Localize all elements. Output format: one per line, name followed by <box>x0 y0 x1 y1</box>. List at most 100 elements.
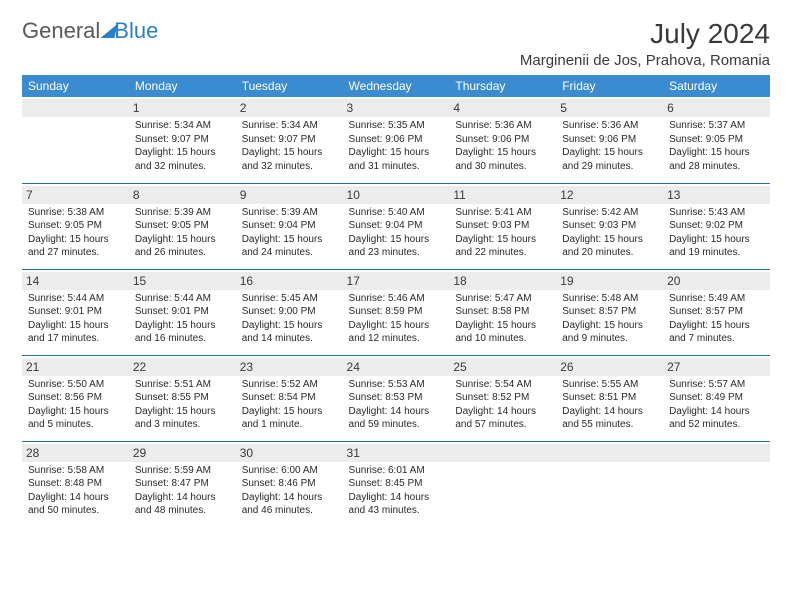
day-header: Friday <box>556 75 663 97</box>
sunset-text: Sunset: 8:49 PM <box>669 391 764 405</box>
calendar-day-cell: 14Sunrise: 5:44 AMSunset: 9:01 PMDayligh… <box>22 269 129 355</box>
header: General Blue July 2024 Marginenii de Jos… <box>22 18 770 69</box>
daylight-text: Daylight: 14 hours and 46 minutes. <box>242 491 337 518</box>
sunrise-text: Sunrise: 5:45 AM <box>242 292 337 306</box>
sunrise-text: Sunrise: 6:00 AM <box>242 464 337 478</box>
daylight-text: Daylight: 14 hours and 50 minutes. <box>28 491 123 518</box>
day-number: 16 <box>236 272 343 290</box>
calendar-day-cell: 15Sunrise: 5:44 AMSunset: 9:01 PMDayligh… <box>129 269 236 355</box>
day-number: 22 <box>129 358 236 376</box>
sunset-text: Sunset: 8:45 PM <box>349 477 444 491</box>
sunrise-text: Sunrise: 5:57 AM <box>669 378 764 392</box>
day-number: 25 <box>449 358 556 376</box>
calendar-day-cell: 2Sunrise: 5:34 AMSunset: 9:07 PMDaylight… <box>236 97 343 183</box>
logo: General Blue <box>22 18 158 44</box>
day-number: 9 <box>236 186 343 204</box>
daylight-text: Daylight: 14 hours and 43 minutes. <box>349 491 444 518</box>
sunrise-text: Sunrise: 5:34 AM <box>135 119 230 133</box>
logo-text-1: General <box>22 18 100 44</box>
daylight-text: Daylight: 15 hours and 9 minutes. <box>562 319 657 346</box>
sunrise-text: Sunrise: 5:44 AM <box>28 292 123 306</box>
sunrise-text: Sunrise: 5:42 AM <box>562 206 657 220</box>
daylight-text: Daylight: 15 hours and 24 minutes. <box>242 233 337 260</box>
calendar-day-cell <box>663 441 770 527</box>
sunset-text: Sunset: 8:46 PM <box>242 477 337 491</box>
day-number: 20 <box>663 272 770 290</box>
sunrise-text: Sunrise: 5:36 AM <box>455 119 550 133</box>
daylight-text: Daylight: 15 hours and 10 minutes. <box>455 319 550 346</box>
day-header-row: Sunday Monday Tuesday Wednesday Thursday… <box>22 75 770 97</box>
day-number: 2 <box>236 99 343 117</box>
logo-text-2: Blue <box>114 18 158 44</box>
sunset-text: Sunset: 8:54 PM <box>242 391 337 405</box>
daylight-text: Daylight: 15 hours and 26 minutes. <box>135 233 230 260</box>
day-number: 18 <box>449 272 556 290</box>
calendar-day-cell: 25Sunrise: 5:54 AMSunset: 8:52 PMDayligh… <box>449 355 556 441</box>
sunrise-text: Sunrise: 6:01 AM <box>349 464 444 478</box>
calendar-day-cell: 1Sunrise: 5:34 AMSunset: 9:07 PMDaylight… <box>129 97 236 183</box>
daylight-text: Daylight: 15 hours and 27 minutes. <box>28 233 123 260</box>
day-number: 11 <box>449 186 556 204</box>
calendar-day-cell: 6Sunrise: 5:37 AMSunset: 9:05 PMDaylight… <box>663 97 770 183</box>
daylight-text: Daylight: 15 hours and 3 minutes. <box>135 405 230 432</box>
sunset-text: Sunset: 8:48 PM <box>28 477 123 491</box>
sunset-text: Sunset: 8:55 PM <box>135 391 230 405</box>
calendar-day-cell: 5Sunrise: 5:36 AMSunset: 9:06 PMDaylight… <box>556 97 663 183</box>
calendar-day-cell: 24Sunrise: 5:53 AMSunset: 8:53 PMDayligh… <box>343 355 450 441</box>
day-number: 26 <box>556 358 663 376</box>
sunrise-text: Sunrise: 5:40 AM <box>349 206 444 220</box>
sunset-text: Sunset: 8:56 PM <box>28 391 123 405</box>
calendar-day-cell: 26Sunrise: 5:55 AMSunset: 8:51 PMDayligh… <box>556 355 663 441</box>
sunrise-text: Sunrise: 5:43 AM <box>669 206 764 220</box>
daylight-text: Daylight: 15 hours and 7 minutes. <box>669 319 764 346</box>
calendar-day-cell: 29Sunrise: 5:59 AMSunset: 8:47 PMDayligh… <box>129 441 236 527</box>
calendar-day-cell: 11Sunrise: 5:41 AMSunset: 9:03 PMDayligh… <box>449 183 556 269</box>
day-number: 8 <box>129 186 236 204</box>
sunrise-text: Sunrise: 5:51 AM <box>135 378 230 392</box>
sunrise-text: Sunrise: 5:58 AM <box>28 464 123 478</box>
daylight-text: Daylight: 15 hours and 12 minutes. <box>349 319 444 346</box>
day-number: 5 <box>556 99 663 117</box>
sunrise-text: Sunrise: 5:39 AM <box>135 206 230 220</box>
daylight-text: Daylight: 14 hours and 55 minutes. <box>562 405 657 432</box>
calendar-table: Sunday Monday Tuesday Wednesday Thursday… <box>22 75 770 527</box>
day-number: 31 <box>343 444 450 462</box>
sunset-text: Sunset: 9:01 PM <box>135 305 230 319</box>
day-header: Monday <box>129 75 236 97</box>
daylight-text: Daylight: 15 hours and 28 minutes. <box>669 146 764 173</box>
sunset-text: Sunset: 9:03 PM <box>562 219 657 233</box>
calendar-day-cell: 10Sunrise: 5:40 AMSunset: 9:04 PMDayligh… <box>343 183 450 269</box>
day-number: 19 <box>556 272 663 290</box>
daylight-text: Daylight: 14 hours and 59 minutes. <box>349 405 444 432</box>
sunrise-text: Sunrise: 5:34 AM <box>242 119 337 133</box>
calendar-day-cell <box>449 441 556 527</box>
sunrise-text: Sunrise: 5:54 AM <box>455 378 550 392</box>
daylight-text: Daylight: 15 hours and 31 minutes. <box>349 146 444 173</box>
sunset-text: Sunset: 9:00 PM <box>242 305 337 319</box>
calendar-day-cell: 13Sunrise: 5:43 AMSunset: 9:02 PMDayligh… <box>663 183 770 269</box>
day-header: Sunday <box>22 75 129 97</box>
sunset-text: Sunset: 9:05 PM <box>669 133 764 147</box>
sunset-text: Sunset: 9:06 PM <box>349 133 444 147</box>
day-number-empty <box>556 444 663 462</box>
sunrise-text: Sunrise: 5:46 AM <box>349 292 444 306</box>
day-number: 29 <box>129 444 236 462</box>
daylight-text: Daylight: 15 hours and 30 minutes. <box>455 146 550 173</box>
day-number-empty <box>22 99 129 117</box>
daylight-text: Daylight: 15 hours and 1 minute. <box>242 405 337 432</box>
daylight-text: Daylight: 15 hours and 32 minutes. <box>135 146 230 173</box>
sunset-text: Sunset: 9:05 PM <box>28 219 123 233</box>
location-text: Marginenii de Jos, Prahova, Romania <box>520 52 770 69</box>
sunset-text: Sunset: 8:59 PM <box>349 305 444 319</box>
calendar-day-cell: 7Sunrise: 5:38 AMSunset: 9:05 PMDaylight… <box>22 183 129 269</box>
day-number-empty <box>449 444 556 462</box>
day-number: 1 <box>129 99 236 117</box>
sunrise-text: Sunrise: 5:53 AM <box>349 378 444 392</box>
calendar-day-cell: 23Sunrise: 5:52 AMSunset: 8:54 PMDayligh… <box>236 355 343 441</box>
sunrise-text: Sunrise: 5:49 AM <box>669 292 764 306</box>
sunset-text: Sunset: 9:07 PM <box>242 133 337 147</box>
sunrise-text: Sunrise: 5:59 AM <box>135 464 230 478</box>
day-number: 7 <box>22 186 129 204</box>
sunset-text: Sunset: 8:57 PM <box>562 305 657 319</box>
sunset-text: Sunset: 9:03 PM <box>455 219 550 233</box>
